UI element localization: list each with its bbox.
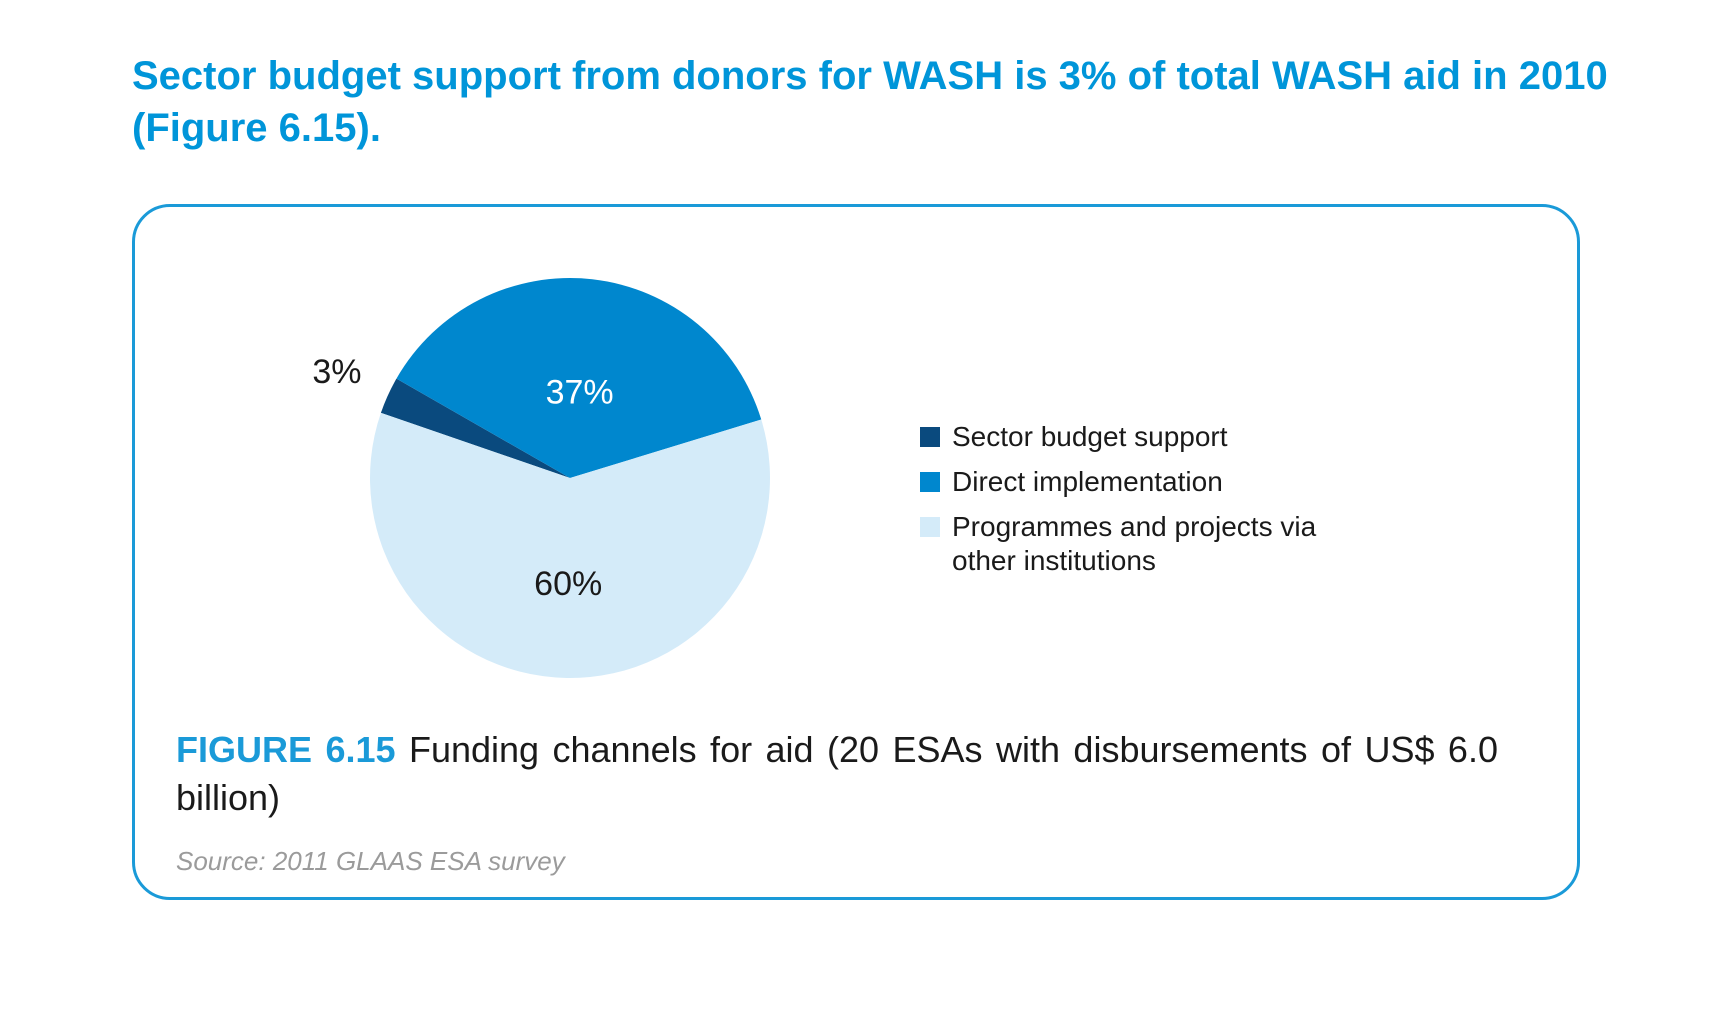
chart-legend: Sector budget support Direct implementat…	[920, 420, 1380, 589]
figure-caption: FIGURE 6.15 Funding channels for aid (20…	[176, 726, 1498, 822]
figure-box	[132, 204, 1580, 900]
legend-label: Direct implementation	[952, 466, 1223, 497]
legend-label: Sector budget support	[952, 421, 1228, 452]
figure-source: Source: 2011 GLAAS ESA survey	[176, 846, 565, 876]
legend-item-direct-implementation: Direct implementation	[920, 465, 1380, 499]
legend-item-programmes-and-projects: Programmes and projects via other instit…	[920, 510, 1380, 578]
legend-item-sector-budget-support: Sector budget support	[920, 420, 1380, 454]
figure-label: FIGURE 6.15	[176, 729, 396, 770]
headline: Sector budget support from donors for WA…	[132, 54, 1608, 150]
legend-label: Programmes and projects via other instit…	[952, 511, 1317, 576]
legend-swatch	[920, 517, 940, 537]
legend-swatch	[920, 427, 940, 447]
figure-caption-text: Funding channels for aid (20 ESAs with d…	[176, 729, 1498, 818]
legend-swatch	[920, 472, 940, 492]
